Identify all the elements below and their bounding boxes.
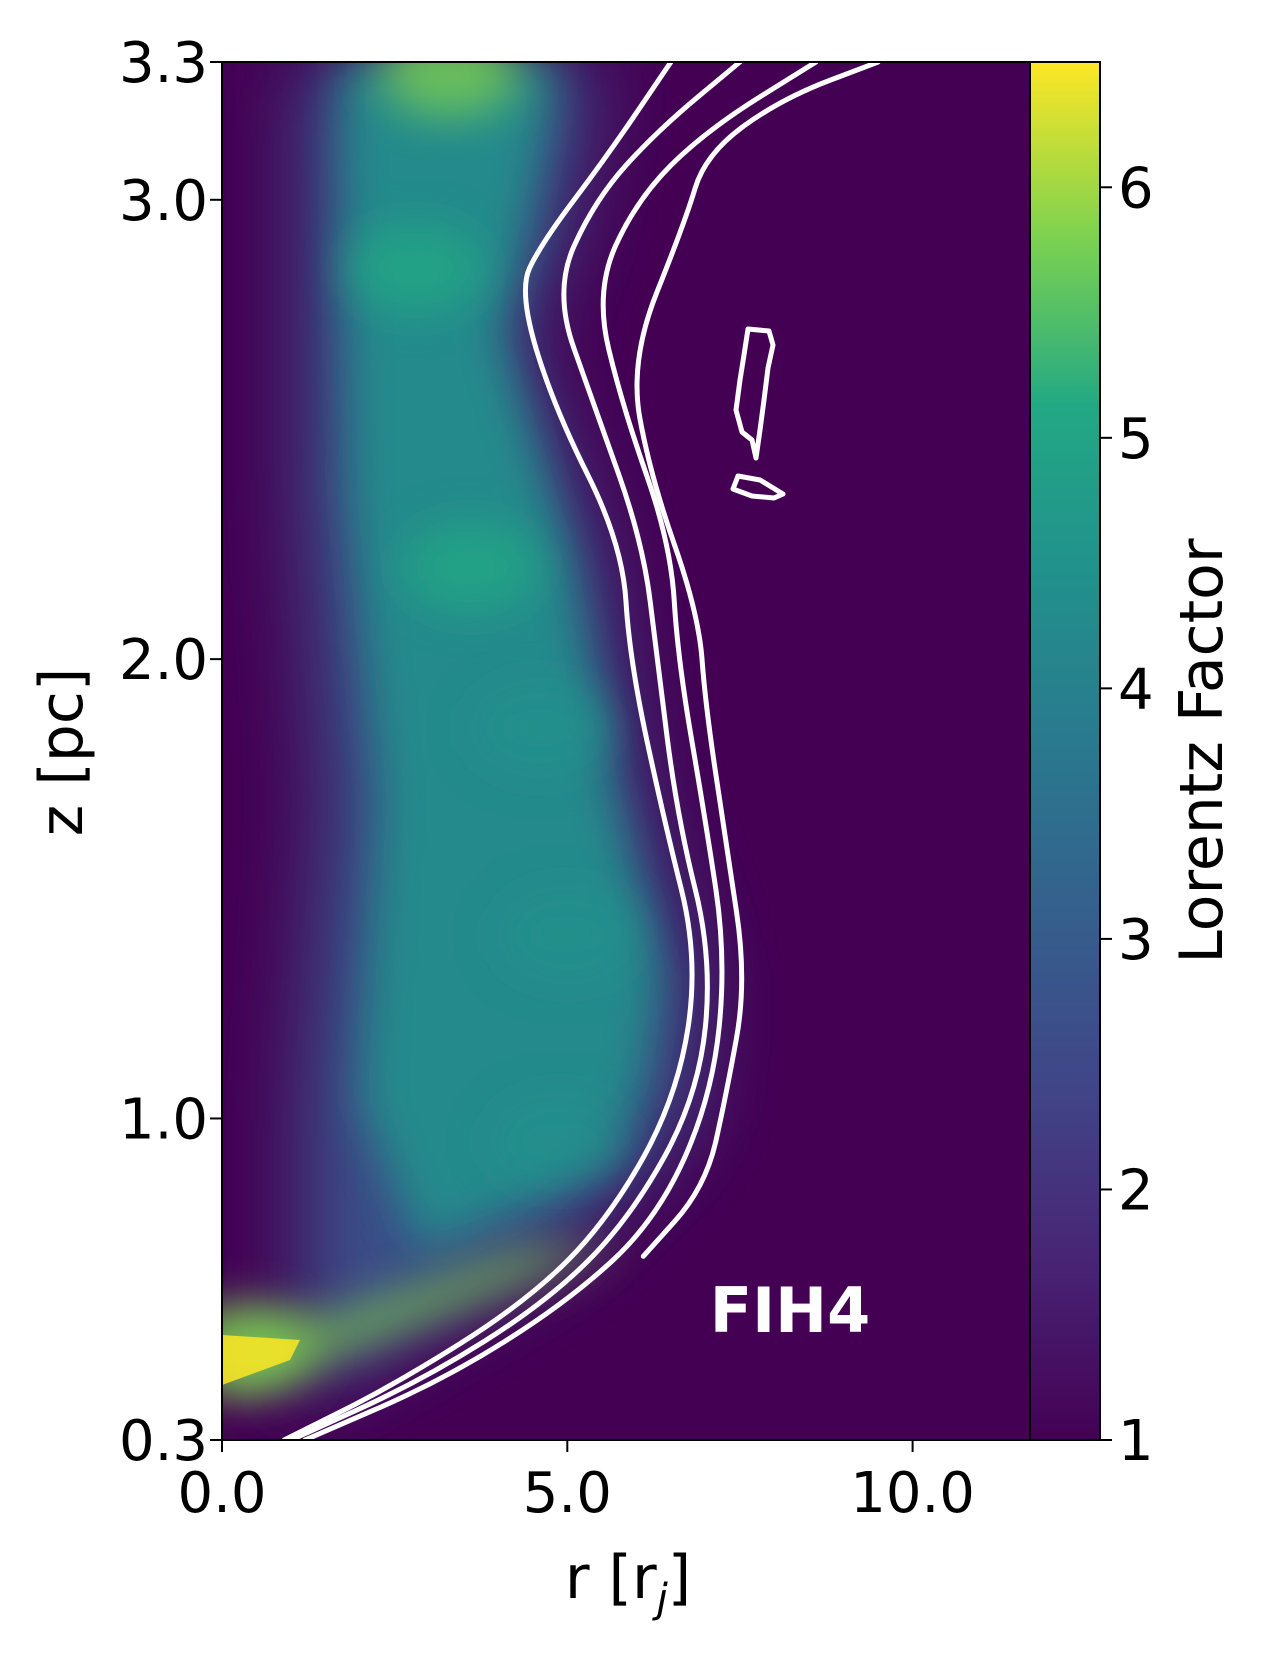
panel-label: FIH4 (710, 1274, 870, 1347)
x-axis: 0.0 5.0 10.0 (177, 1440, 975, 1526)
contour-lines (281, 62, 881, 1440)
colorbar-tick-label: 2 (1118, 1158, 1154, 1223)
y-tick-label: 0.3 (119, 1409, 208, 1474)
lorentz-feature (490, 1096, 631, 1187)
y-tick-label: 3.0 (119, 169, 208, 234)
contour-line (281, 62, 695, 1440)
contour-island-lower (730, 473, 786, 501)
lorentz-feature (345, 223, 486, 314)
contour-line (302, 62, 819, 1440)
contour-line (288, 62, 743, 1440)
field-layer (222, 62, 700, 1400)
colorbar-tick-label: 4 (1118, 657, 1154, 722)
x-tick-label: 0.0 (177, 1461, 266, 1526)
colorbar-tick-label: 5 (1118, 407, 1154, 472)
x-tick-label: 5.0 (523, 1461, 612, 1526)
y-tick-label: 3.3 (119, 31, 208, 96)
contour-line (634, 62, 881, 1259)
y-axis: 0.3 1.0 2.0 3.0 3.3 (119, 31, 222, 1474)
colorbar-tick-label: 6 (1118, 156, 1154, 221)
contour-islands (730, 326, 786, 501)
colorbar-tick-label: 1 (1118, 1409, 1154, 1474)
colorbar-label: Lorentz Factor (1167, 538, 1237, 963)
lorentz-feature (469, 683, 610, 774)
y-axis-label: z [pc] (27, 668, 97, 836)
colorbar (1029, 61, 1101, 1441)
lorentz-feature (379, 62, 520, 117)
contour-island-upper (733, 326, 776, 461)
base-shock (222, 1245, 620, 1395)
lorentz-feature (400, 522, 541, 613)
base-hotspot (222, 1335, 300, 1385)
colorbar-ticks: 1 2 3 4 5 6 (1100, 156, 1154, 1474)
y-tick-label: 2.0 (119, 628, 208, 693)
x-axis-label: r [rj] (565, 1543, 691, 1622)
lorentz-feature (497, 889, 638, 980)
x-tick-label: 10.0 (850, 1461, 975, 1526)
colorbar-tick-label: 3 (1118, 908, 1154, 973)
y-tick-label: 1.0 (119, 1087, 208, 1152)
